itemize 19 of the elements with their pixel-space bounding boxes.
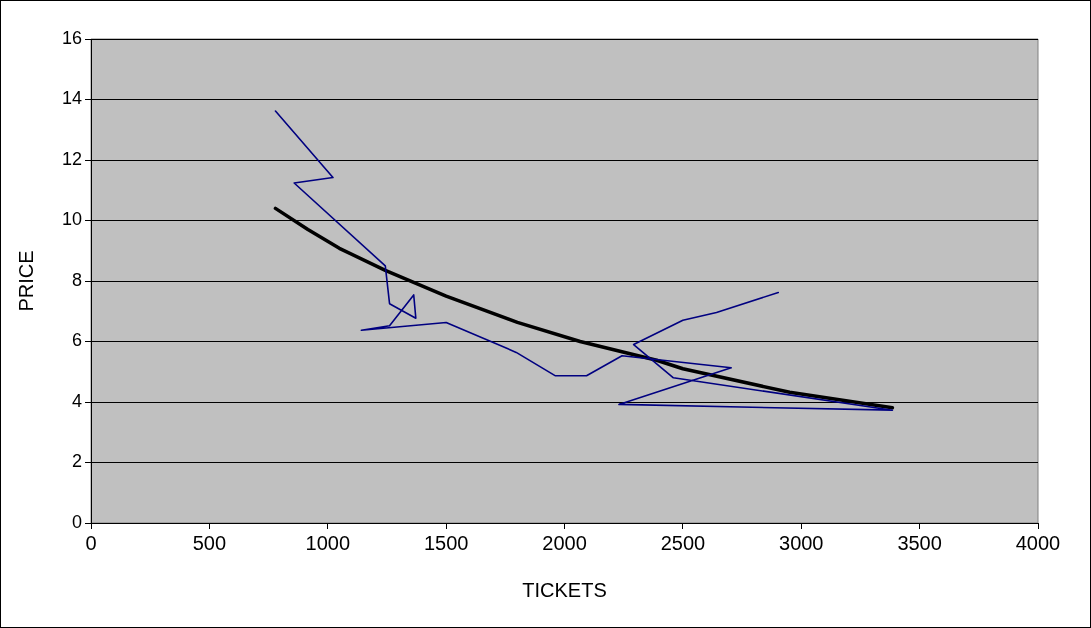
y-tick-label: 2 — [72, 451, 83, 472]
y-tick-label: 14 — [61, 88, 83, 109]
x-tick-label: 2500 — [660, 531, 706, 554]
x-tick-label: 2000 — [542, 531, 587, 554]
y-tick-label: 10 — [61, 209, 83, 230]
y-tick-label: 4 — [72, 390, 83, 411]
y-axis-title: PRICE — [14, 250, 37, 312]
y-tick-label: 6 — [72, 330, 83, 351]
x-tick-label: 500 — [192, 531, 227, 554]
x-tick-label: 1000 — [305, 531, 351, 554]
x-tick-label: 3500 — [897, 531, 942, 554]
x-axis-title: TICKETS — [522, 578, 607, 601]
x-tick-label: 1500 — [423, 531, 469, 554]
y-tick-label: 0 — [72, 511, 83, 532]
y-tick-label: 8 — [72, 269, 83, 290]
x-tick-label: 3000 — [779, 531, 824, 554]
y-tick-label: 16 — [61, 27, 83, 48]
x-tick-label: 4000 — [1015, 531, 1061, 554]
y-tick-label: 12 — [61, 148, 83, 169]
